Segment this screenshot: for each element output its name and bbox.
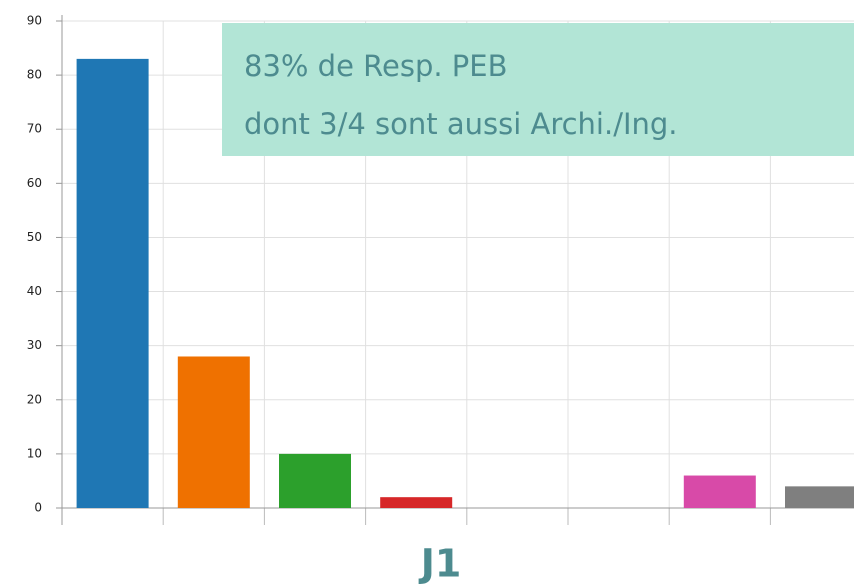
y-tick-label: 90 <box>27 14 42 28</box>
annotation-text: 83% de Resp. PEB <box>244 49 508 83</box>
y-tick-label: 80 <box>27 68 42 82</box>
y-tick-label: 60 <box>27 176 42 190</box>
bar <box>279 453 351 508</box>
y-tick-label: 70 <box>27 122 42 136</box>
x-axis-label: J1 <box>418 542 462 586</box>
annotation-box <box>222 23 854 156</box>
bar <box>177 356 250 508</box>
bar <box>380 497 453 508</box>
y-tick-label: 30 <box>27 338 42 352</box>
bar <box>785 486 854 508</box>
y-tick-label: 20 <box>27 392 42 406</box>
y-tick-label: 50 <box>27 230 42 244</box>
bar <box>683 475 756 508</box>
y-tick-label: 40 <box>27 284 42 298</box>
y-tick-label: 10 <box>27 446 42 460</box>
annotation-text: dont 3/4 sont aussi Archi./Ing. <box>244 107 678 141</box>
y-tick-label: 0 <box>34 501 42 515</box>
bar <box>76 58 149 508</box>
